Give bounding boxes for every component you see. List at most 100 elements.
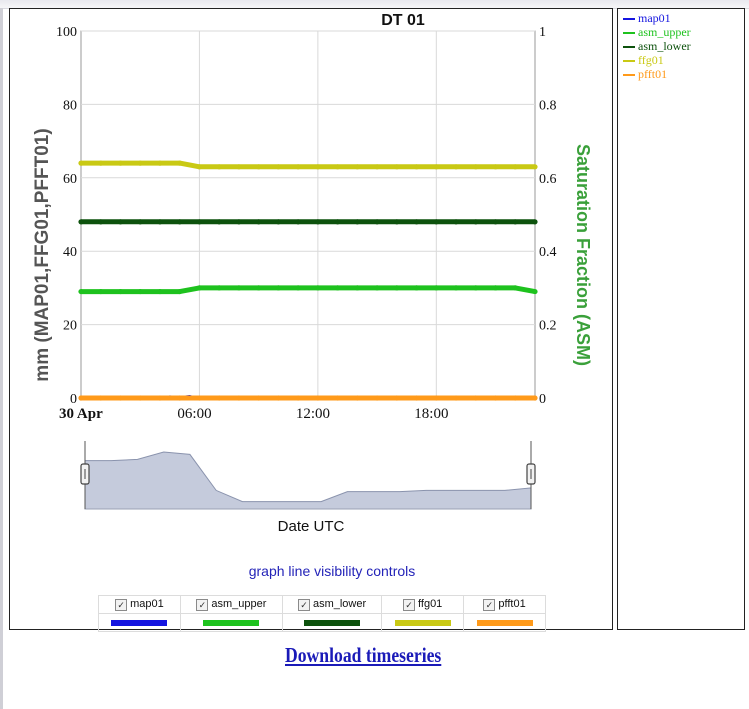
legend-label: asm_lower (638, 39, 691, 53)
timeseries-chart: 0 20 40 60 80 100 0 0.2 0.4 0.6 0.8 1 30 Apr 06:00 12:… (32, 12, 593, 535)
color-swatch-ffg01 (394, 619, 451, 626)
x-tick-label: 12:00 (296, 406, 330, 422)
data-point-ffg01 (374, 164, 380, 170)
control-asm-lower[interactable]: ✓ asm_lower (281, 595, 383, 614)
color-swatch-pfft01 (476, 619, 533, 626)
color-swatch-cell (463, 613, 546, 632)
data-point-ffg01 (315, 164, 321, 170)
y-axis-left-label: mm (MAP01,FFG01,PFFT01) (32, 128, 53, 381)
data-point-pfft01 (236, 395, 242, 401)
data-point-asm-lower (453, 219, 459, 225)
legend-line-icon (623, 46, 635, 49)
data-point-asm-upper (315, 285, 321, 291)
legend-line-icon (623, 60, 635, 63)
data-point-asm-upper (295, 285, 301, 291)
data-point-asm-lower (354, 219, 360, 225)
data-point-asm-upper (433, 285, 439, 291)
data-point-pfft01 (512, 395, 518, 401)
control-ffg01[interactable]: ✓ ffg01 (381, 595, 465, 614)
data-point-pfft01 (177, 395, 183, 401)
data-point-asm-upper (98, 288, 104, 295)
data-point-asm-lower (236, 219, 242, 225)
checkbox-ffg01[interactable]: ✓ (403, 598, 416, 611)
control-label-asm-lower: asm_lower (312, 598, 367, 611)
data-point-ffg01 (157, 160, 163, 166)
data-point-asm-lower (532, 219, 538, 225)
data-point-asm-upper (78, 288, 84, 295)
data-point-pfft01 (433, 395, 439, 401)
legend-item-asm-upper[interactable]: asm_upper (623, 25, 691, 39)
data-point-asm-lower (157, 219, 163, 225)
color-swatch-cell (281, 613, 383, 632)
data-point-ffg01 (532, 164, 538, 170)
data-point-ffg01 (98, 160, 104, 166)
data-point-ffg01 (473, 164, 479, 170)
color-swatch-cell (381, 613, 465, 632)
color-swatch-map01 (111, 619, 168, 626)
series-line-ffg01 (81, 160, 535, 170)
data-point-pfft01 (394, 395, 400, 401)
control-asm-upper[interactable]: ✓ asm_upper (179, 595, 283, 614)
y-right-tick-label: 0 (539, 392, 546, 407)
data-point-pfft01 (492, 395, 499, 401)
data-point-asm-lower (433, 219, 439, 225)
data-point-ffg01 (354, 164, 360, 170)
color-swatch-asm-upper (203, 619, 260, 626)
data-point-ffg01 (492, 164, 499, 170)
data-point-asm-upper (354, 285, 360, 291)
data-point-ffg01 (275, 164, 281, 170)
data-point-ffg01 (117, 160, 124, 166)
data-point-asm-lower (295, 219, 301, 225)
color-swatch-cell (98, 613, 181, 632)
data-point-pfft01 (196, 395, 203, 401)
data-point-asm-upper (473, 285, 479, 291)
data-point-pfft01 (315, 395, 321, 401)
legend-item-ffg01[interactable]: ffg01 (623, 53, 664, 67)
data-point-pfft01 (354, 395, 360, 401)
checkbox-map01[interactable]: ✓ (115, 598, 128, 611)
data-point-pfft01 (413, 395, 420, 401)
data-point-ffg01 (177, 160, 183, 166)
checkbox-asm-lower[interactable]: ✓ (297, 598, 310, 611)
legend-item-map01[interactable]: map01 (623, 11, 671, 25)
chart-title: DT 01 (381, 12, 425, 29)
y-right-tick-label: 0.4 (539, 245, 557, 260)
data-point-ffg01 (216, 164, 222, 170)
visibility-controls-table: ✓ map01 ✓ asm_upper ✓ asm_lower ✓ ffg01 ✓ pff… (98, 595, 546, 632)
data-point-asm-upper (374, 285, 380, 291)
data-point-asm-lower (78, 219, 84, 225)
download-timeseries-link[interactable]: Download timeseries (285, 643, 442, 667)
color-swatch-asm-lower (304, 619, 361, 626)
data-point-ffg01 (335, 164, 341, 170)
data-point-asm-lower (394, 219, 400, 225)
data-point-asm-upper (256, 285, 262, 291)
data-point-asm-lower (275, 219, 281, 225)
data-point-asm-lower (98, 219, 104, 225)
control-pfft01[interactable]: ✓ pfft01 (463, 595, 546, 614)
data-point-asm-lower (512, 219, 518, 225)
data-point-pfft01 (137, 395, 143, 401)
chart-panel: 0 20 40 60 80 100 0 0.2 0.4 0.6 0.8 1 30 Apr 06:00 12:… (9, 8, 613, 632)
checkbox-asm-upper[interactable]: ✓ (196, 598, 209, 611)
control-map01[interactable]: ✓ map01 (98, 595, 181, 614)
legend-item-pfft01[interactable]: pfft01 (623, 67, 667, 81)
plot-area (80, 30, 536, 399)
y-axis-right-label: Saturation Fraction (ASM) (573, 144, 593, 366)
data-point-ffg01 (78, 160, 84, 166)
legend-label: map01 (638, 11, 671, 25)
data-point-asm-upper (196, 285, 203, 291)
checkbox-pfft01[interactable]: ✓ (483, 598, 496, 611)
y-left-tick-label: 100 (56, 25, 77, 40)
data-point-asm-lower (413, 219, 420, 225)
legend-line-icon (623, 74, 635, 77)
data-point-pfft01 (335, 395, 341, 401)
control-label-asm-upper: asm_upper (211, 598, 267, 611)
y-right-tick-label: 1 (539, 25, 546, 40)
data-point-pfft01 (473, 395, 479, 401)
navigator-area (84, 451, 532, 510)
data-point-asm-upper (177, 288, 183, 295)
data-point-ffg01 (433, 164, 439, 170)
data-point-asm-lower (315, 219, 321, 225)
legend-item-asm-lower[interactable]: asm_lower (623, 39, 691, 53)
x-axis-label: Date UTC (278, 518, 345, 535)
